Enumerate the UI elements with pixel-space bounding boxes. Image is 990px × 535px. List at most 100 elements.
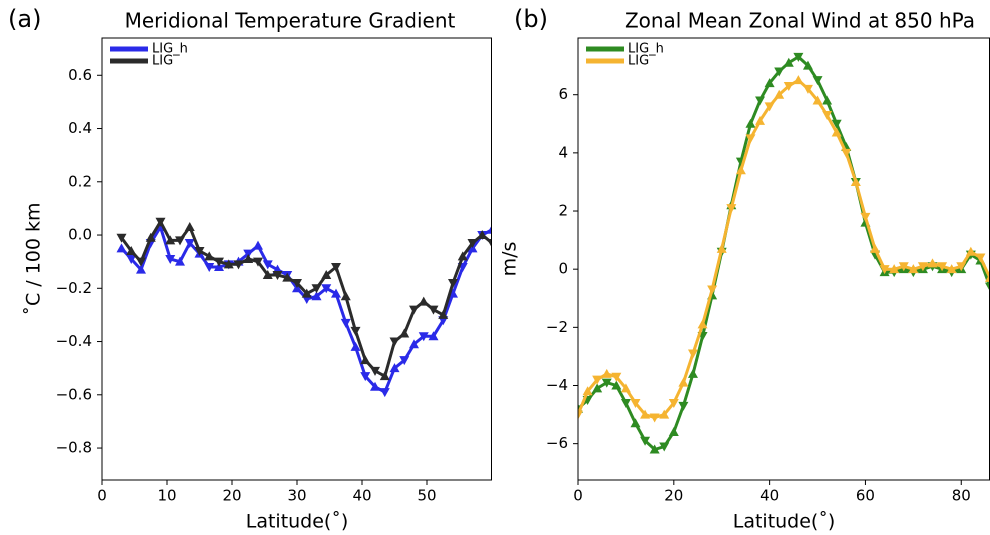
marker xyxy=(292,278,302,288)
marker xyxy=(745,134,756,144)
marker xyxy=(716,243,727,253)
marker xyxy=(879,265,890,275)
marker xyxy=(687,349,698,359)
x-tick-label: 10 xyxy=(157,487,176,505)
marker xyxy=(601,378,612,388)
x-tick-label: 0 xyxy=(97,487,107,505)
marker xyxy=(428,331,439,341)
marker xyxy=(755,115,766,125)
y-tick-label: −2 xyxy=(546,318,568,336)
marker xyxy=(870,243,881,253)
marker xyxy=(620,398,631,408)
y-tick-label: −4 xyxy=(546,376,568,394)
y-tick-label: −0.6 xyxy=(56,385,92,403)
marker xyxy=(311,291,322,301)
marker xyxy=(592,383,603,393)
marker xyxy=(448,278,458,288)
marker xyxy=(755,96,766,106)
marker xyxy=(399,356,410,366)
marker xyxy=(409,339,419,349)
marker xyxy=(889,264,900,274)
marker xyxy=(764,102,775,112)
marker xyxy=(204,251,215,261)
marker xyxy=(214,257,224,267)
marker xyxy=(467,239,478,249)
marker xyxy=(223,259,234,269)
marker xyxy=(126,246,137,256)
marker xyxy=(165,235,176,245)
y-tick-label: 0.2 xyxy=(68,172,92,190)
x-tick-label: 20 xyxy=(664,487,683,505)
marker xyxy=(783,81,794,91)
marker xyxy=(253,257,263,267)
marker xyxy=(630,398,641,408)
y-tick-label: 2 xyxy=(558,202,568,220)
marker xyxy=(898,262,909,272)
marker xyxy=(812,76,823,86)
marker xyxy=(802,60,813,70)
marker xyxy=(311,284,322,294)
marker xyxy=(165,255,176,264)
panel: (a) Meridional Temperature Gradient 0 10 20 3… xyxy=(8,5,492,533)
plot-area xyxy=(578,52,990,454)
axes-frame xyxy=(577,37,990,481)
x-axis-label: Latitude(˚) xyxy=(246,511,349,533)
marker xyxy=(860,212,871,222)
marker xyxy=(350,341,361,351)
marker xyxy=(927,258,938,268)
marker xyxy=(243,254,254,263)
marker xyxy=(116,243,127,253)
marker xyxy=(822,111,833,121)
y-tick-label: −0.4 xyxy=(56,332,92,350)
marker xyxy=(175,236,185,246)
marker xyxy=(975,253,986,263)
marker xyxy=(194,247,205,257)
y-tick-label: −0.8 xyxy=(56,439,92,457)
marker xyxy=(965,246,976,256)
marker xyxy=(592,375,603,385)
marker xyxy=(184,239,195,249)
marker xyxy=(850,176,861,186)
marker xyxy=(793,52,804,62)
series-line xyxy=(578,55,990,452)
marker xyxy=(116,233,127,243)
marker xyxy=(136,257,146,267)
marker xyxy=(831,127,842,137)
marker xyxy=(774,67,785,77)
marker xyxy=(985,272,990,282)
marker xyxy=(908,264,919,274)
marker xyxy=(379,371,390,381)
x-tick-label: 80 xyxy=(952,487,971,505)
y-tick-label: −6 xyxy=(546,434,568,452)
marker xyxy=(687,368,698,378)
marker xyxy=(379,388,390,398)
x-tick-label: 20 xyxy=(222,487,241,505)
marker xyxy=(184,222,195,232)
y-axis-label: ˚C / 100 km xyxy=(23,202,45,315)
marker xyxy=(620,383,631,393)
marker xyxy=(668,427,679,437)
marker xyxy=(707,285,718,295)
marker xyxy=(331,288,341,298)
legend-label: LIG xyxy=(628,54,649,69)
marker xyxy=(985,282,990,292)
marker xyxy=(418,296,429,306)
marker xyxy=(340,318,351,328)
marker xyxy=(649,413,660,423)
panel-label: (b) xyxy=(514,5,548,33)
marker xyxy=(477,230,488,240)
marker xyxy=(812,95,823,105)
legend-label: LIG xyxy=(152,54,173,69)
y-tick-label: 0.6 xyxy=(68,66,92,84)
marker xyxy=(399,328,410,338)
marker xyxy=(360,372,371,382)
marker xyxy=(409,305,419,315)
marker xyxy=(331,262,341,272)
marker xyxy=(389,363,400,373)
marker xyxy=(262,269,273,279)
marker xyxy=(418,332,429,342)
series-line xyxy=(578,78,990,420)
x-axis-label: Latitude(˚) xyxy=(733,511,836,533)
marker xyxy=(370,381,380,391)
